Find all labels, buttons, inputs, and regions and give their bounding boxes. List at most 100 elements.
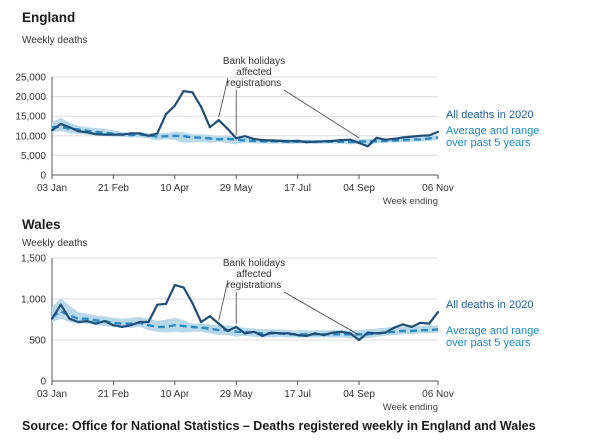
legend-average-range: Average and range xyxy=(446,325,539,337)
annotation-text: Bank holidays xyxy=(223,56,285,67)
data-point-2020 xyxy=(296,334,299,337)
x-tick-label: 06 Nov xyxy=(422,389,454,400)
data-point-2020 xyxy=(164,302,168,305)
data-point-2020 xyxy=(138,320,141,324)
data-point-2020 xyxy=(357,141,361,144)
data-point-2020 xyxy=(393,326,396,329)
data-point-2020 xyxy=(50,317,54,320)
y-axis-label: Weekly deaths xyxy=(22,35,87,46)
data-point-2020 xyxy=(226,329,229,333)
annotation-pointer xyxy=(218,279,229,321)
wales-chart: Wales Weekly deaths 0 500 1,000 1,500 03 Jan 21… xyxy=(21,217,539,413)
data-point-2020 xyxy=(243,135,247,138)
data-point-2020 xyxy=(340,330,343,333)
data-point-2020 xyxy=(208,315,211,318)
data-point-2020 xyxy=(419,321,422,324)
x-tick-label: 04 Sep xyxy=(343,389,375,400)
data-point-2020 xyxy=(59,303,62,306)
y-tick-label: 10,000 xyxy=(15,131,46,142)
data-point-2020 xyxy=(322,334,326,337)
data-point-2020 xyxy=(156,303,159,306)
chart-title: England xyxy=(22,10,75,25)
data-point-2020 xyxy=(331,139,334,142)
data-point-2020 xyxy=(138,132,141,135)
annotation-text: registrations xyxy=(227,280,281,291)
data-point-2020 xyxy=(287,140,290,143)
range-band xyxy=(52,298,438,339)
data-point-2020 xyxy=(94,133,97,136)
data-point-2020 xyxy=(261,139,264,142)
data-point-2020 xyxy=(121,325,124,328)
annotation-text: Bank holidays xyxy=(223,258,285,269)
x-tick-label: 17 Jul xyxy=(284,183,311,194)
data-point-2020 xyxy=(217,119,220,122)
y-tick-label: 0 xyxy=(40,171,46,182)
legend-all-deaths: All deaths in 2020 xyxy=(446,109,533,121)
data-point-2020 xyxy=(173,104,176,107)
data-point-2020 xyxy=(121,133,124,136)
data-point-2020 xyxy=(252,137,255,140)
data-point-2020 xyxy=(270,331,273,334)
chart-title: Wales xyxy=(22,217,61,232)
data-point-2020 xyxy=(226,127,229,130)
annotation-text: affected xyxy=(236,269,271,280)
data-point-2020 xyxy=(314,140,317,143)
data-point-2020 xyxy=(428,134,431,137)
data-point-2020 xyxy=(349,332,352,335)
data-point-2020 xyxy=(305,334,308,337)
data-point-2020 xyxy=(182,90,185,93)
x-tick-label: 10 Apr xyxy=(160,183,190,194)
data-point-2020 xyxy=(200,105,203,108)
data-point-2020 xyxy=(296,139,299,142)
data-point-2020 xyxy=(235,325,238,328)
data-point-2020 xyxy=(436,311,440,314)
x-axis-label: Week ending xyxy=(383,402,438,413)
annotation-pointer xyxy=(283,291,360,336)
data-point-2020 xyxy=(314,332,317,335)
data-point-2020 xyxy=(340,139,343,142)
data-point-2020 xyxy=(279,139,282,142)
y-tick-label: 1,000 xyxy=(21,295,46,306)
data-point-2020 xyxy=(375,332,378,335)
data-point-2020 xyxy=(173,284,176,287)
data-point-2020 xyxy=(419,134,422,137)
x-tick-label: 29 May xyxy=(220,389,253,400)
data-point-2020 xyxy=(279,332,282,335)
x-tick-label: 04 Sep xyxy=(343,183,375,194)
data-point-2020 xyxy=(208,126,211,129)
source-note: Source: Office for National Statistics –… xyxy=(22,419,536,433)
y-tick-label: 5,000 xyxy=(21,151,46,162)
x-tick-label: 10 Apr xyxy=(160,389,190,400)
data-point-2020 xyxy=(217,322,220,325)
y-axis-label: Weekly deaths xyxy=(22,238,87,249)
data-point-2020 xyxy=(77,320,80,324)
y-tick-label: 1,500 xyxy=(21,254,46,265)
x-tick-label: 21 Feb xyxy=(98,389,130,400)
data-point-2020 xyxy=(59,122,62,126)
annotation-pointer xyxy=(283,89,360,139)
annotation-text: registrations xyxy=(227,78,281,89)
data-point-2020 xyxy=(401,136,404,139)
data-point-2020 xyxy=(77,130,80,133)
data-point-2020 xyxy=(68,317,71,320)
data-point-2020 xyxy=(375,136,378,139)
data-point-2020 xyxy=(147,134,150,137)
data-point-2020 xyxy=(436,130,440,133)
data-point-2020 xyxy=(86,131,89,134)
average-line xyxy=(51,309,439,336)
data-point-2020 xyxy=(200,320,203,324)
data-point-2020 xyxy=(366,145,369,148)
x-tick-label: 21 Feb xyxy=(98,183,130,194)
data-point-2020 xyxy=(384,331,387,334)
y-tick-label: 20,000 xyxy=(15,92,46,103)
data-point-2020 xyxy=(357,338,361,342)
y-tick-label: 0 xyxy=(40,377,46,388)
data-point-2020 xyxy=(129,324,133,327)
data-point-2020 xyxy=(322,140,326,143)
data-point-2020 xyxy=(305,141,308,144)
data-point-2020 xyxy=(252,330,255,333)
x-tick-label: 29 May xyxy=(220,183,253,194)
data-point-2020 xyxy=(261,334,264,337)
annotation-pointer xyxy=(218,77,229,118)
data-point-2020 xyxy=(68,126,71,129)
